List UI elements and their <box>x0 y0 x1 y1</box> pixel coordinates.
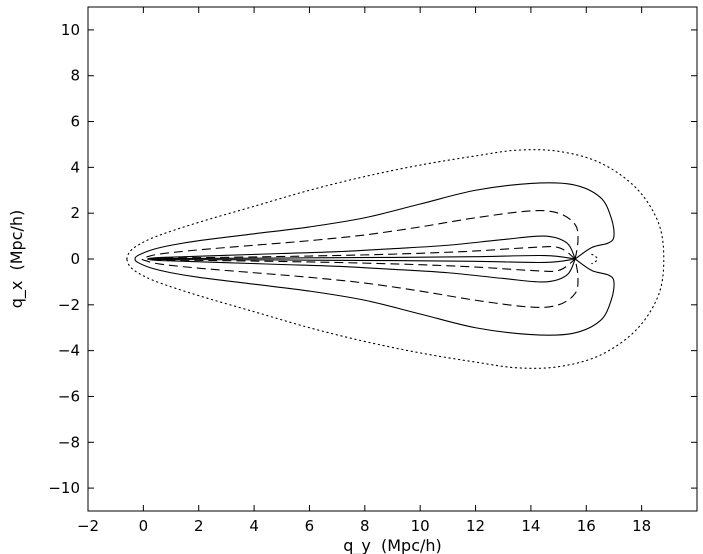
y-tick-label: 0 <box>70 250 80 268</box>
y-tick-label: −2 <box>58 296 80 314</box>
y-tick-label: −4 <box>58 342 80 360</box>
contour-line-solid <box>146 235 576 283</box>
contour-lines <box>126 149 665 369</box>
x-axis-label: q_y (Mpc/h) <box>343 536 442 554</box>
contour-line-dotted <box>591 253 598 265</box>
x-tick-label: 14 <box>521 517 540 535</box>
x-tick-label: 18 <box>632 517 651 535</box>
x-tick-label: 0 <box>139 517 149 535</box>
contour-line-dashed <box>141 210 579 308</box>
x-tick-label: 6 <box>305 517 315 535</box>
y-tick-label: 6 <box>70 113 80 131</box>
x-tick-label: 2 <box>194 517 204 535</box>
contour-line-solid <box>134 182 615 336</box>
axis-ticks: −2 0 2 4 6 8 10 12 14 16 18 −10 −8 −6 −4 −2 0 2 4 6 8 10 <box>48 7 697 535</box>
x-tick-label: 8 <box>360 517 370 535</box>
y-axis-label: q_x (Mpc/h) <box>7 210 27 309</box>
x-tick-label: 16 <box>577 517 596 535</box>
y-tick-label: 4 <box>70 158 80 176</box>
x-tick-label: −2 <box>77 517 99 535</box>
x-tick-label: 4 <box>249 517 259 535</box>
y-tick-label: 10 <box>61 21 80 39</box>
y-tick-label: −10 <box>48 479 80 497</box>
x-tick-label: 12 <box>466 517 485 535</box>
y-tick-label: 8 <box>70 67 80 85</box>
contour-line-solid <box>151 254 576 264</box>
contour-line-dotted <box>126 149 665 369</box>
x-tick-label: 10 <box>411 517 430 535</box>
contour-line-dashed <box>148 246 576 272</box>
y-tick-label: 2 <box>70 204 80 222</box>
y-tick-label: −8 <box>58 433 80 451</box>
y-tick-label: −6 <box>58 387 80 405</box>
